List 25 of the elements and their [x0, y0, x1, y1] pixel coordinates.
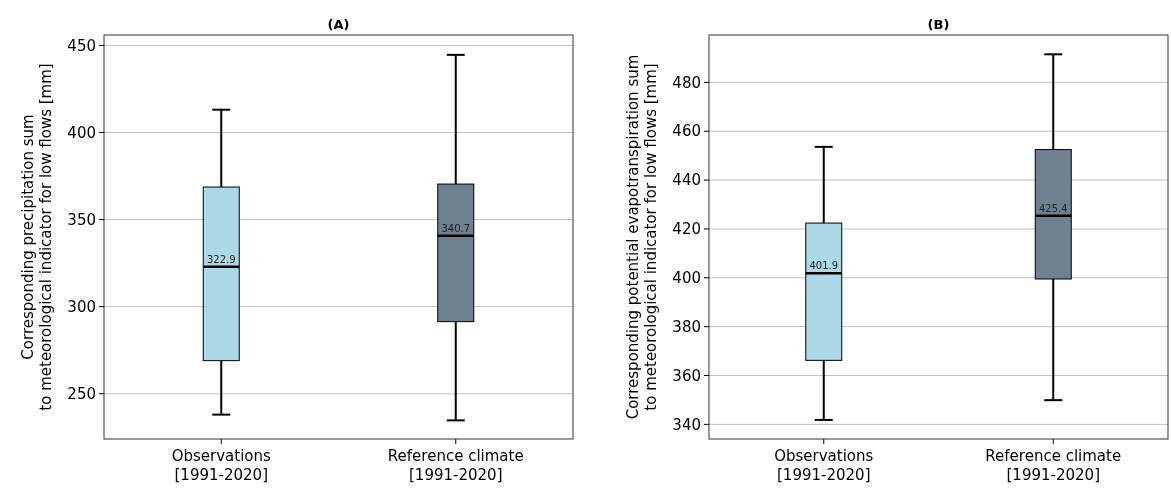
x-tick-label: Reference climate [1991-2020]: [387, 447, 524, 484]
y-tick-label: 340: [672, 415, 701, 434]
y-tick-label: 480: [672, 73, 701, 92]
y-tick-label: 450: [67, 36, 96, 55]
x-tick-label: Observations [1991-2020]: [774, 447, 874, 484]
y-tick-label: 400: [67, 123, 96, 142]
y-tick-label: 440: [672, 171, 701, 190]
annotation: 425.4: [1038, 202, 1068, 214]
chart-title: (B): [927, 17, 950, 32]
y-tick-label: 460: [672, 122, 701, 141]
x-tick-label: Reference climate [1991-2020]: [985, 447, 1122, 484]
y-axis-title: Corresponding precipitation sum to meteorological indicator for low flows [mm]: [19, 63, 55, 411]
y-tick-label: 350: [67, 210, 96, 229]
annotation: 340.7: [441, 222, 471, 234]
chart-title: (A): [327, 17, 350, 32]
y-tick-label: 400: [672, 269, 701, 288]
y-tick-label: 300: [67, 297, 96, 316]
y-tick-label: 250: [67, 384, 96, 403]
annotation: 322.9: [206, 253, 236, 265]
y-tick-label: 380: [672, 317, 701, 336]
y-tick-label: 420: [672, 220, 701, 239]
annotation: 401.9: [809, 260, 839, 272]
y-axis-title: Corresponding potential evapotranspiration sum to meteorological indicator for low flows [mm]: [624, 54, 660, 420]
y-tick-label: 360: [672, 366, 701, 385]
x-tick-label: Observations [1991-2020]: [171, 447, 272, 484]
